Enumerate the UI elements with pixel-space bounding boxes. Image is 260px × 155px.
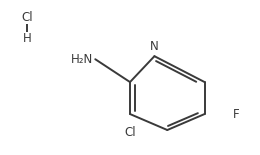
Text: H₂N: H₂N: [70, 53, 93, 66]
Text: N: N: [150, 40, 159, 53]
Text: Cl: Cl: [21, 11, 33, 24]
Text: H: H: [23, 32, 31, 45]
Text: Cl: Cl: [124, 126, 136, 139]
Text: F: F: [233, 108, 239, 121]
